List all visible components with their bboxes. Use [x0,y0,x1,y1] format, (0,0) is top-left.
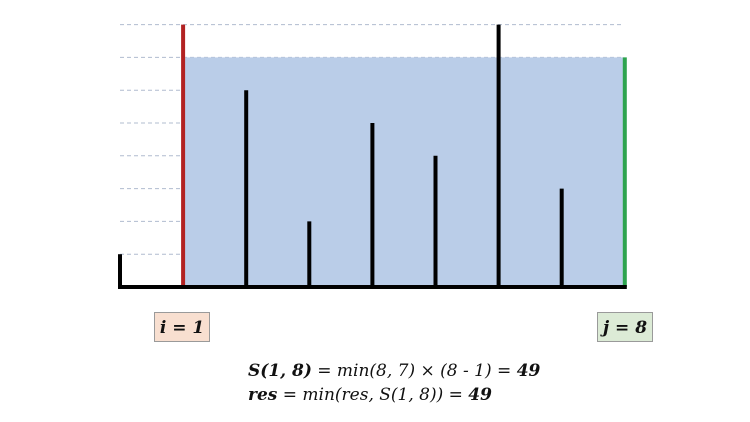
label-j: j = 8 [597,312,653,342]
label-i: i = 1 [154,312,210,342]
water-area [183,57,625,288]
formula-1-term: S(1, 8) [248,361,312,381]
formula-line-2: res = min(res, S(1, 8)) = 49 [248,385,492,405]
formula-1-result: 49 [516,361,541,381]
formula-line-1: S(1, 8) = min(8, 7) × (8 - 1) = 49 [248,361,540,381]
formula-2-expression: = min(res, S(1, 8)) = [277,385,469,405]
formula-2-term: res [248,385,278,405]
formula-1-expression: = min(8, 7) × (8 - 1) = [311,361,517,381]
bars [118,24,627,287]
formula-2-result: 49 [468,385,492,405]
